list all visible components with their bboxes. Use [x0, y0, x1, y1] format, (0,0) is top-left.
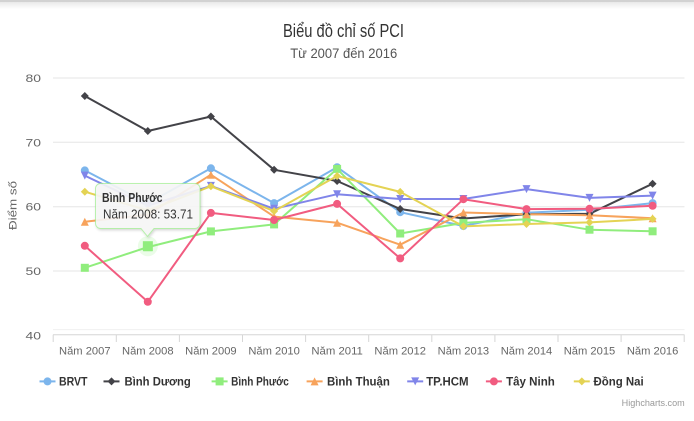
svg-text:Năm 2007: Năm 2007: [59, 346, 111, 358]
svg-text:Năm 2014: Năm 2014: [501, 346, 553, 358]
svg-text:Năm 2008: Năm 2008: [122, 346, 174, 358]
svg-text:TP.HCM: TP.HCM: [426, 375, 468, 389]
svg-text:Bình Phước: Bình Phước: [231, 375, 289, 389]
svg-text:60: 60: [26, 202, 42, 214]
svg-text:40: 40: [26, 330, 42, 342]
svg-text:Từ 2007 đến 2016: Từ 2007 đến 2016: [290, 45, 397, 61]
svg-text:Đồng Nai: Đồng Nai: [594, 375, 644, 389]
svg-text:80: 80: [26, 73, 42, 85]
svg-text:Highcharts.com: Highcharts.com: [622, 398, 685, 408]
svg-text:Năm 2016: Năm 2016: [627, 346, 679, 358]
svg-text:Năm 2015: Năm 2015: [564, 346, 616, 358]
svg-text:Năm 2013: Năm 2013: [438, 346, 490, 358]
svg-text:70: 70: [26, 137, 42, 149]
svg-text:Năm 2008: 53.71: Năm 2008: 53.71: [103, 206, 193, 221]
svg-text:Năm 2012: Năm 2012: [374, 346, 426, 358]
svg-text:Bình Thuận: Bình Thuận: [327, 375, 390, 389]
svg-text:Tây Ninh: Tây Ninh: [506, 375, 555, 389]
svg-text:Năm 2010: Năm 2010: [248, 346, 300, 358]
svg-text:BRVT: BRVT: [59, 375, 88, 389]
svg-text:Biểu đồ chỉ số PCI: Biểu đồ chỉ số PCI: [283, 21, 404, 41]
svg-text:50: 50: [26, 266, 42, 278]
svg-text:Điểm số: Điểm số: [7, 181, 19, 230]
svg-text:Năm 2011: Năm 2011: [311, 346, 363, 358]
svg-text:Năm 2009: Năm 2009: [185, 346, 237, 358]
svg-text:Bình Phước: Bình Phước: [102, 190, 163, 205]
svg-text:Bình Dương: Bình Dương: [125, 375, 191, 389]
